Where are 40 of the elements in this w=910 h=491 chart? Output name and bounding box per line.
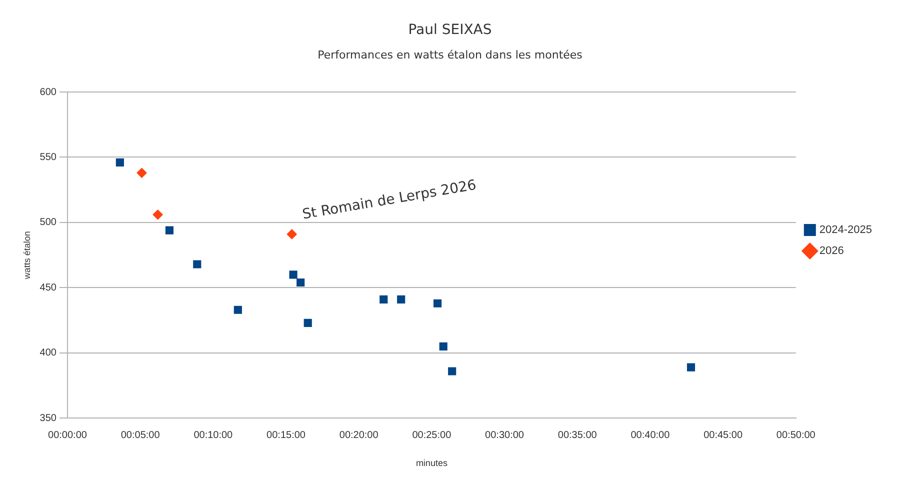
y-tick-label: 600 bbox=[40, 86, 57, 98]
annotation: St Romain de Lerps 2026 bbox=[301, 177, 478, 223]
point bbox=[397, 295, 406, 304]
point bbox=[136, 168, 147, 178]
y-tick-label: 350 bbox=[40, 412, 57, 424]
y-tick-label: 550 bbox=[40, 152, 57, 163]
y-tick-label: 450 bbox=[40, 282, 57, 294]
chart-title: Paul SEIXAS bbox=[408, 22, 492, 38]
x-tick-label: 00:45:00 bbox=[704, 430, 743, 441]
y-axis-title: watts étalon bbox=[22, 231, 32, 280]
x-tick-label: 00:15:00 bbox=[266, 430, 306, 441]
point bbox=[116, 158, 124, 166]
x-tick-label: 00:30:00 bbox=[485, 430, 524, 441]
x-tick-label: 00:00:00 bbox=[48, 430, 88, 441]
point bbox=[296, 278, 305, 287]
point bbox=[165, 226, 174, 234]
point bbox=[289, 270, 298, 279]
x-tick-label: 00:25:00 bbox=[412, 430, 452, 441]
x-tick-label: 00:05:00 bbox=[120, 430, 160, 441]
point bbox=[193, 260, 202, 268]
point bbox=[686, 363, 696, 372]
y-tick-label: 400 bbox=[40, 348, 57, 359]
x-axis-title: minutes bbox=[416, 458, 448, 468]
point bbox=[286, 229, 297, 240]
point bbox=[304, 318, 312, 327]
chart-subtitle: Performances en watts étalon dans les montées bbox=[318, 48, 583, 62]
x-tick-label: 00:10:00 bbox=[194, 430, 234, 441]
point bbox=[380, 295, 388, 304]
x-tick-label: 00:50:00 bbox=[776, 430, 816, 441]
legend-label: 2024-2025 bbox=[819, 224, 872, 236]
point bbox=[433, 299, 442, 308]
point bbox=[439, 342, 448, 350]
y-tick-label: 500 bbox=[40, 217, 57, 228]
x-tick-label: 00:35:00 bbox=[558, 430, 598, 441]
point bbox=[448, 367, 456, 376]
x-tick-label: 00:40:00 bbox=[630, 430, 670, 441]
point bbox=[152, 210, 163, 220]
point bbox=[234, 306, 242, 314]
legend-label: 2026 bbox=[819, 245, 844, 258]
x-tick-label: 00:20:00 bbox=[339, 430, 379, 441]
